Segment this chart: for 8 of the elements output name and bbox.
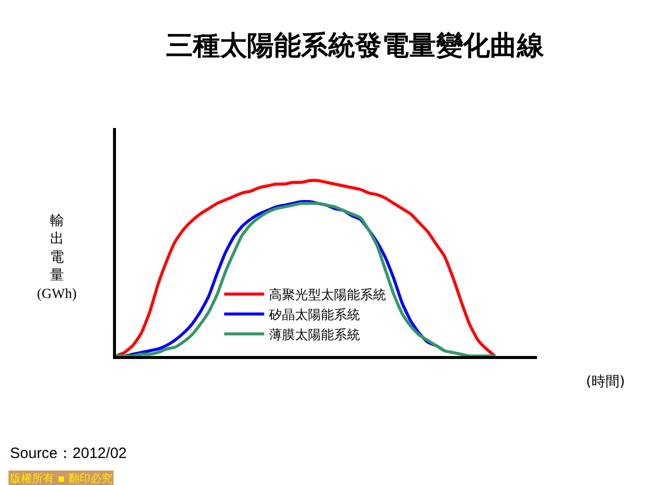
chart-title: 三種太陽能系統發電量變化曲線	[166, 30, 545, 60]
source-note: Source：2012/02	[10, 445, 127, 462]
legend-label: 薄膜太陽能系統	[269, 328, 360, 343]
legend-label: 高聚光型太陽能系統	[269, 287, 386, 304]
text: 版權所有 ▪ 翻印必究	[10, 472, 112, 485]
y-axis-title: 輸出電量(GWh)	[37, 213, 77, 302]
x-axis-title: (時間)	[586, 374, 625, 390]
legend-label: 矽晶太陽能系統	[268, 308, 360, 324]
